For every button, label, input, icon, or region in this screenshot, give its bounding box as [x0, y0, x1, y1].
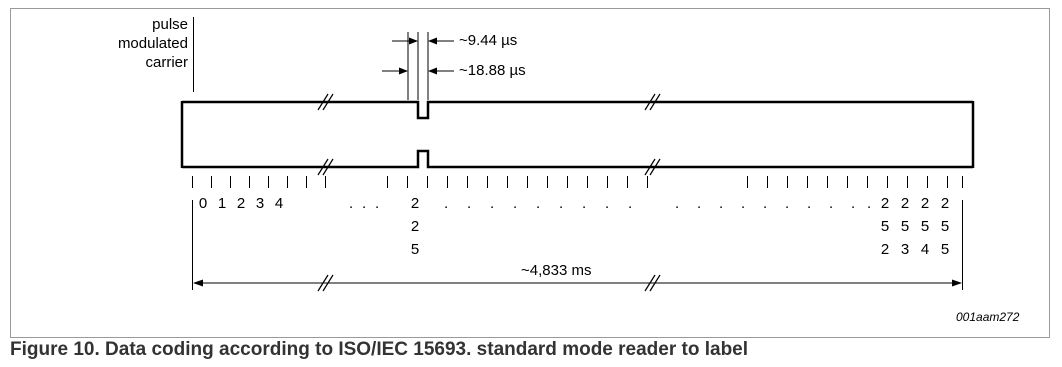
fine-arrowhead-left	[409, 37, 418, 45]
slot-number-2: 2	[236, 195, 246, 212]
ellipsis-dot: .	[490, 195, 495, 212]
ellipsis-dot: .	[807, 195, 812, 212]
signal-label-line-2: modulated	[117, 35, 188, 52]
ellipsis-dot: .	[867, 195, 872, 212]
signal-label-line-1: pulse	[152, 16, 188, 33]
carrier-top-envelope	[182, 100, 973, 120]
slot-255-digit-3: 5	[940, 241, 950, 258]
ellipsis-dot: .	[582, 195, 587, 212]
slot-255-digit-2: 5	[940, 218, 950, 235]
slot-number-1: 1	[217, 195, 227, 212]
drawing-code: 001aam272	[956, 310, 1020, 324]
total-arrowhead-left	[193, 279, 203, 287]
total-arrowhead-right	[952, 279, 962, 287]
ellipsis-dot: .	[851, 195, 856, 212]
ellipsis-dot: .	[628, 195, 633, 212]
slot-number-0: 0	[198, 195, 208, 212]
figure-caption: Figure 10. Data coding according to ISO/…	[10, 339, 749, 360]
pulse-width-fine-label: ~9.44 µs	[459, 32, 518, 49]
slot-number-3: 3	[255, 195, 265, 212]
slot-253-digit-3: 3	[900, 241, 910, 258]
ellipsis-dot: .	[362, 195, 367, 212]
slot-number-4: 4	[274, 195, 284, 212]
slot-254-digit-2: 5	[920, 218, 930, 235]
break-mark-4	[644, 274, 661, 292]
slot-254-digit-1: 2	[920, 195, 930, 212]
slot-225-digit-2: 2	[410, 218, 420, 235]
total-duration-label: ~4,833 ms	[521, 262, 592, 279]
slot-252-digit-1: 2	[880, 195, 890, 212]
break-mark-2	[644, 93, 661, 176]
ellipsis-dot: .	[349, 195, 354, 212]
ellipsis-dot: .	[741, 195, 746, 212]
ellipsis-dot: .	[513, 195, 518, 212]
ellipsis-dot: .	[559, 195, 564, 212]
timing-diagram	[180, 17, 975, 292]
slot-252-digit-3: 2	[880, 241, 890, 258]
ellipsis-dot: .	[375, 195, 380, 212]
ellipsis-dot: .	[444, 195, 449, 212]
carrier-bottom-envelope	[182, 149, 973, 169]
break-mark-1	[317, 93, 334, 176]
slot-252-digit-2: 5	[880, 218, 890, 235]
slot-254-digit-3: 4	[920, 241, 930, 258]
slot-253-digit-2: 5	[900, 218, 910, 235]
pulse-width-slot-label: ~18.88 µs	[459, 62, 526, 79]
ellipsis-dot: .	[605, 195, 610, 212]
ellipsis-dot: .	[829, 195, 834, 212]
ellipsis-dot: .	[697, 195, 702, 212]
fine-arrowhead-right	[428, 37, 437, 45]
slot-225-digit-3: 5	[410, 241, 420, 258]
break-mark-3	[317, 274, 334, 292]
slot-arrowhead-right	[428, 67, 437, 75]
ellipsis-dot: .	[785, 195, 790, 212]
ellipsis-dot: .	[467, 195, 472, 212]
ellipsis-dot: .	[675, 195, 680, 212]
signal-label-line-3: carrier	[145, 54, 188, 71]
slot-225-digit-1: 2	[410, 195, 420, 212]
slot-ticks	[192, 176, 963, 188]
slot-253-digit-1: 2	[900, 195, 910, 212]
slot-arrowhead-left	[399, 67, 408, 75]
ellipsis-dot: .	[719, 195, 724, 212]
ellipsis-dot: .	[536, 195, 541, 212]
ellipsis-dot: .	[763, 195, 768, 212]
slot-255-digit-1: 2	[940, 195, 950, 212]
